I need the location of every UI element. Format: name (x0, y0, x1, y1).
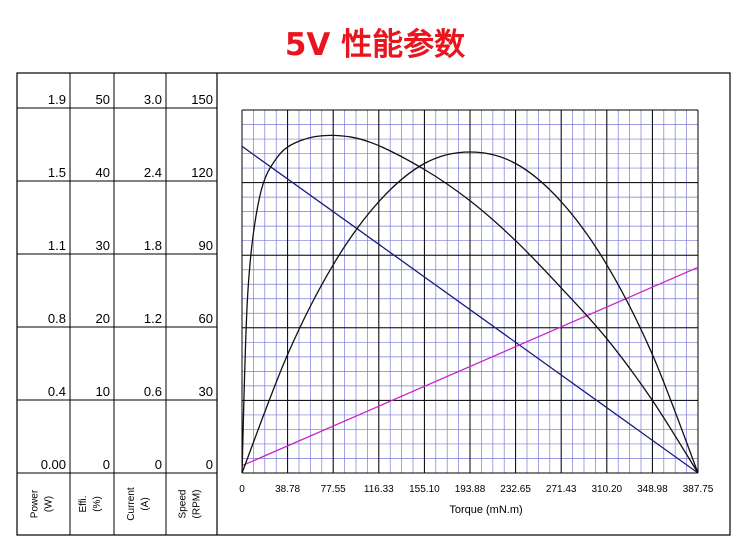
series-layer (241, 134, 699, 474)
x-tick-label: 271.43 (546, 484, 577, 495)
y-axis-label: (W) (44, 496, 55, 512)
chart-frame (16, 72, 731, 536)
y-axis-label: (A) (140, 497, 151, 510)
series-line (241, 134, 699, 474)
y-tick-label: 3.0 (144, 92, 162, 107)
outer-border (16, 72, 731, 536)
y-tick-label: 20 (96, 311, 110, 326)
x-tick-label: 193.88 (455, 484, 486, 495)
y-axis-label: Current (126, 487, 137, 521)
y-tick-label: 30 (96, 238, 110, 253)
y-axis-label: Effi. (78, 495, 89, 512)
y-tick-label: 1.9 (48, 92, 66, 107)
x-tick-label: 387.75 (683, 484, 714, 495)
y-tick-label: 1.1 (48, 238, 66, 253)
x-tick-label: 232.65 (500, 484, 531, 495)
plot-grid (241, 109, 699, 474)
y-tick-label: 90 (199, 238, 213, 253)
y-tick-label: 0.8 (48, 311, 66, 326)
series-line (241, 151, 699, 474)
y-tick-label: 10 (96, 384, 110, 399)
x-tick-label: 116.33 (364, 484, 394, 495)
y-tick-label: 1.5 (48, 165, 66, 180)
y-tick-label: 1.2 (144, 311, 162, 326)
y-tick-label: 0.4 (48, 384, 66, 399)
y-tick-label: 0 (103, 457, 110, 472)
y-tick-label: 2.4 (144, 165, 162, 180)
y-tick-label: 1.8 (144, 238, 162, 253)
y-tick-label: 150 (191, 92, 213, 107)
chart-title: 5V 性能参数 (285, 27, 465, 63)
x-tick-label: 0 (239, 484, 245, 495)
x-tick-label: 77.55 (321, 484, 346, 495)
y-axis-table: 1.9 1.5 1.1 0.8 0.4 0.00 Power (W) 50 40 30 20 10 0 Ef… (17, 73, 218, 535)
y-tick-label: 0 (155, 457, 162, 472)
x-tick-label: 38.78 (275, 484, 300, 495)
series-line (241, 145, 699, 474)
y-axis-label: (RPM) (192, 490, 203, 519)
y-tick-label: 0.6 (144, 384, 162, 399)
y-tick-label: 50 (96, 92, 110, 107)
x-tick-label: 348.98 (637, 484, 668, 495)
x-tick-label: 310.20 (592, 484, 623, 495)
y-axis-label: Power (30, 489, 41, 518)
x-axis-ticks: 0 38.78 77.55 116.33 155.10 193.88 232.65 271.4… (239, 484, 714, 495)
y-tick-label: 30 (199, 384, 213, 399)
y-axis-label: (%) (92, 496, 103, 512)
y-tick-label: 60 (199, 311, 213, 326)
series-line (241, 266, 699, 467)
y-axis-label: Speed (178, 490, 189, 519)
y-tick-label: 40 (96, 165, 110, 180)
x-axis-label: Torque (mN.m) (449, 504, 522, 516)
x-tick-label: 155.10 (409, 484, 440, 495)
y-tick-label: 0 (206, 457, 213, 472)
y-tick-label: 120 (191, 165, 213, 180)
y-tick-label: 0.00 (41, 457, 66, 472)
